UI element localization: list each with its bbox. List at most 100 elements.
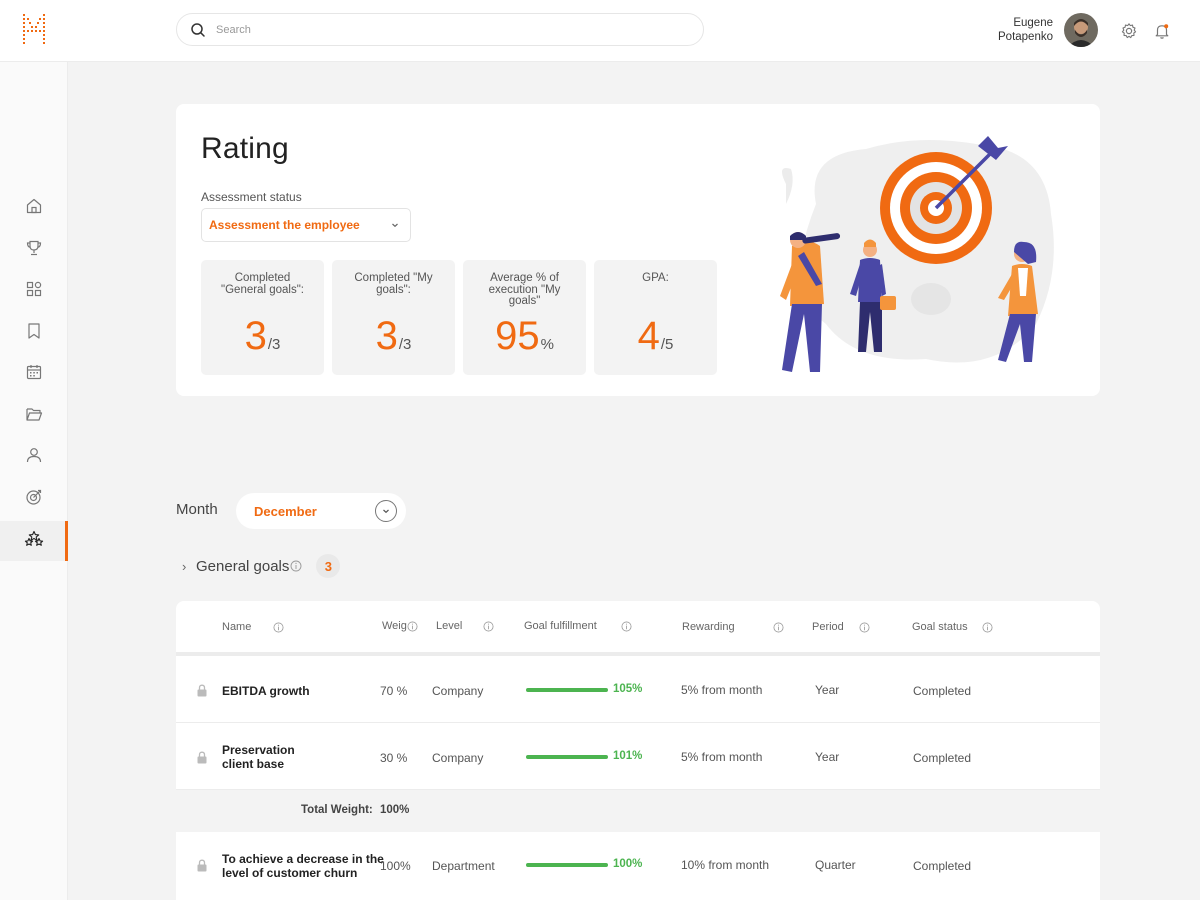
stat-suffix: /3 xyxy=(267,336,281,353)
sidebar-item-home[interactable] xyxy=(0,188,68,228)
rating-card: Rating Assessment status Assessment the … xyxy=(176,104,1100,396)
target-illustration xyxy=(746,124,1076,379)
month-select[interactable]: December xyxy=(236,493,406,529)
avatar[interactable] xyxy=(1064,13,1098,47)
stat-suffix: /3 xyxy=(398,336,412,353)
goal-level: Company xyxy=(432,684,484,698)
chevron-down-icon[interactable] xyxy=(375,500,397,522)
fulfillment-percent: 105% xyxy=(613,683,643,695)
goal-status: Completed xyxy=(913,859,972,873)
column-header-level[interactable]: Level xyxy=(436,620,494,632)
column-header-status[interactable]: Goal status xyxy=(912,621,993,633)
info-icon[interactable] xyxy=(290,560,302,572)
sidebar-item-documents[interactable] xyxy=(0,396,68,436)
info-icon[interactable] xyxy=(483,621,494,632)
goal-status: Completed xyxy=(913,751,972,765)
info-icon[interactable] xyxy=(982,622,993,633)
home-icon xyxy=(25,197,43,220)
assessment-status-select[interactable]: Assessment the employee xyxy=(201,208,411,242)
table-row[interactable]: EBITDA growth 70 % Company 105% 5% from … xyxy=(176,656,1100,723)
goal-period: Year xyxy=(815,750,840,764)
lock-icon xyxy=(196,859,208,872)
gear-icon[interactable] xyxy=(1120,22,1138,40)
goals-table: Name Weig Level Goal fulfillment Rewardi… xyxy=(176,601,1100,900)
sidebar-item-bookmarks[interactable] xyxy=(0,313,68,353)
lock-icon xyxy=(196,751,208,764)
search-icon xyxy=(190,22,206,38)
goal-period: Year xyxy=(815,683,840,697)
target-icon xyxy=(25,488,43,511)
page-title: Rating xyxy=(201,132,289,165)
column-header-period[interactable]: Period xyxy=(812,621,870,633)
top-bar: Eugene Potapenko xyxy=(0,0,1200,62)
goal-rewarding: 10% from month xyxy=(681,858,770,872)
fulfillment-percent: 101% xyxy=(613,750,643,762)
bookmark-icon xyxy=(25,322,43,345)
goal-weight: 70 % xyxy=(380,684,408,698)
stars-icon xyxy=(24,530,44,553)
bell-icon[interactable] xyxy=(1153,22,1171,40)
stat-general-goals: Completed "General goals": 3/3 xyxy=(201,260,324,375)
stat-label: Completed "My goals": xyxy=(354,272,433,296)
column-header-rewarding[interactable]: Rewarding xyxy=(682,621,784,633)
sidebar-item-calendar[interactable] xyxy=(0,354,68,394)
total-weight-label: Total Weight: xyxy=(301,804,373,816)
goal-rewarding: 5% from month xyxy=(681,683,763,697)
goal-name[interactable]: Preservation client base xyxy=(222,743,295,771)
stat-value: 3 xyxy=(244,314,267,358)
goal-level: Department xyxy=(432,859,495,873)
info-icon[interactable] xyxy=(407,621,418,632)
fulfillment-bar xyxy=(526,755,608,759)
sidebar-item-rating[interactable] xyxy=(0,521,68,561)
stat-label: Average % of execution "My goals" xyxy=(488,272,561,307)
goal-level: Company xyxy=(432,751,484,765)
sidebar-item-goals[interactable] xyxy=(0,479,68,519)
month-value: December xyxy=(254,503,317,519)
table-header: Name Weig Level Goal fulfillment Rewardi… xyxy=(176,601,1100,653)
total-weight-value: 100% xyxy=(380,804,410,816)
goal-period: Quarter xyxy=(815,858,856,872)
search-bar[interactable] xyxy=(176,13,704,46)
info-icon[interactable] xyxy=(773,622,784,633)
month-label: Month xyxy=(176,501,218,518)
fulfillment-percent: 100% xyxy=(613,858,643,870)
info-icon[interactable] xyxy=(273,622,284,633)
stat-gpa: GPA: 4/5 xyxy=(594,260,717,375)
assessment-status-label: Assessment status xyxy=(201,190,302,204)
goal-count-badge: 3 xyxy=(316,554,341,578)
table-row[interactable]: To achieve a decrease in the level of cus… xyxy=(176,832,1100,900)
goal-weight: 30 % xyxy=(380,751,408,765)
column-header-weight[interactable]: Weig xyxy=(382,620,418,632)
fulfillment-bar xyxy=(526,863,608,867)
stat-label: Completed "General goals": xyxy=(221,272,304,296)
search-input[interactable] xyxy=(216,23,676,36)
column-header-name[interactable]: Name xyxy=(222,621,284,633)
total-weight-row: Total Weight: 100% xyxy=(176,790,1100,832)
folder-icon xyxy=(25,405,43,428)
table-row[interactable]: Preservation client base 30 % Company 101… xyxy=(176,723,1100,790)
sidebar-item-achievements[interactable] xyxy=(0,230,68,270)
sidebar-item-profile[interactable] xyxy=(0,437,68,477)
info-icon[interactable] xyxy=(621,621,632,632)
user-name[interactable]: Eugene Potapenko xyxy=(998,17,1053,43)
chevron-right-icon: › xyxy=(182,558,187,574)
sidebar-item-dashboard[interactable] xyxy=(0,271,68,311)
stat-value: 3 xyxy=(375,314,398,358)
stat-suffix: % xyxy=(540,336,554,353)
goal-name[interactable]: EBITDA growth xyxy=(222,684,310,698)
user-icon xyxy=(25,446,43,469)
goal-group-name: General goals xyxy=(196,557,290,575)
goal-group-toggle[interactable]: › General goals 3 xyxy=(182,554,341,578)
sidebar xyxy=(0,62,68,900)
stat-value: 4 xyxy=(637,314,660,358)
logo-icon[interactable] xyxy=(22,12,46,48)
goal-name[interactable]: To achieve a decrease in the level of cus… xyxy=(222,852,384,880)
chevron-down-icon xyxy=(390,220,400,230)
info-icon[interactable] xyxy=(859,622,870,633)
trophy-icon xyxy=(25,239,43,262)
goal-rewarding: 5% from month xyxy=(681,750,763,764)
calendar-icon xyxy=(25,363,43,386)
column-header-fulfillment[interactable]: Goal fulfillment xyxy=(524,620,632,632)
lock-icon xyxy=(196,684,208,697)
goal-status: Completed xyxy=(913,684,972,698)
